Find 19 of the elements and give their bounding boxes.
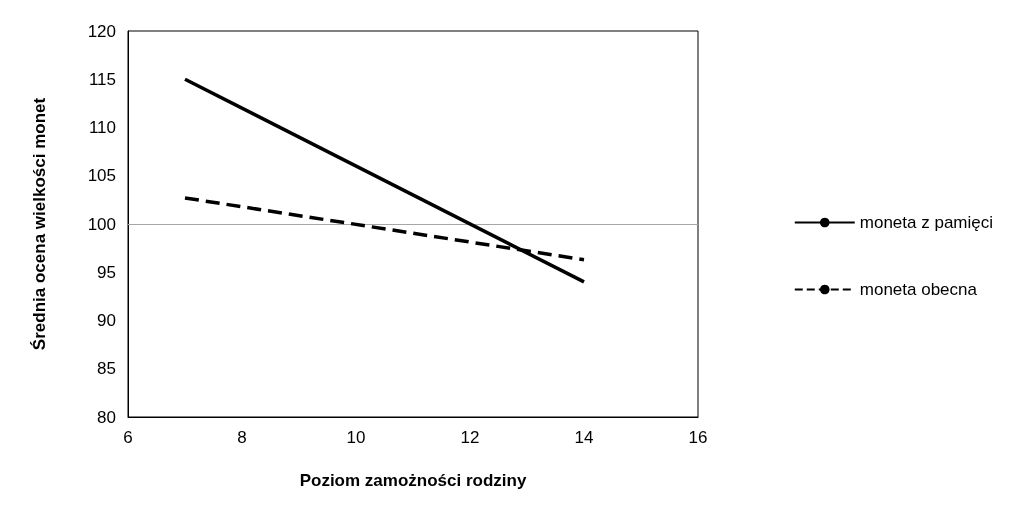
x-tick-label: 16: [688, 428, 708, 447]
y-tick-label: 85: [97, 359, 116, 379]
legend-label: moneta obecna: [859, 280, 978, 299]
x-axis-title: Poziom zamożności rodziny: [299, 471, 527, 490]
y-tick-label: 110: [88, 118, 116, 137]
y-tick-label: 105: [87, 166, 116, 186]
legend-label: moneta z pamięci: [859, 213, 994, 232]
y-tick-label: 115: [88, 69, 116, 89]
y-tick-label: 100: [87, 214, 116, 234]
x-tick-label: 12: [460, 428, 480, 447]
y-tick-label: 120: [87, 21, 116, 41]
x-tick-label: 10: [346, 428, 366, 447]
x-tick-label: 14: [574, 428, 594, 447]
x-tick-label: 8: [237, 428, 247, 447]
y-axis-title: Średnia ocena wielkości monet: [30, 97, 49, 351]
y-tick-label: 80: [97, 407, 116, 427]
y-tick-label: 95: [97, 262, 116, 282]
x-tick-label: 6: [123, 428, 133, 447]
y-tick-label: 90: [97, 311, 116, 330]
